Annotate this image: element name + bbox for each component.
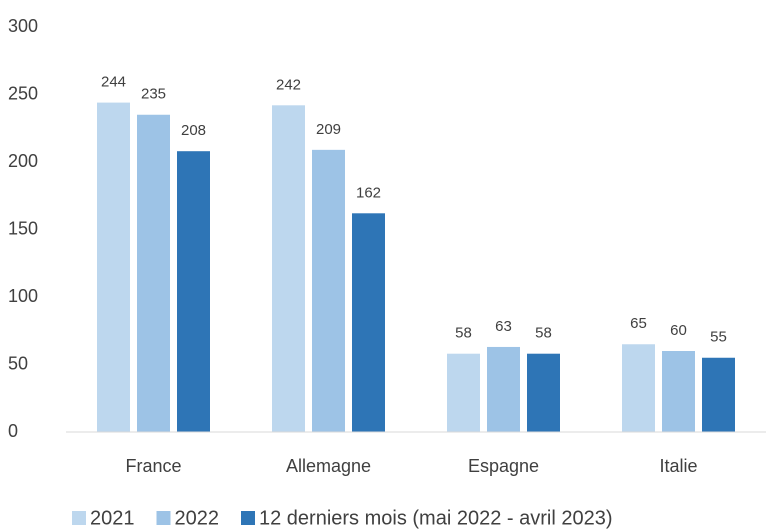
bar xyxy=(447,353,480,432)
y-tick-label: 300 xyxy=(8,16,38,36)
bar xyxy=(622,344,655,432)
legend-label: 12 derniers mois (mai 2022 - avril 2023) xyxy=(259,507,613,529)
data-label: 235 xyxy=(141,86,166,103)
bar xyxy=(312,149,345,432)
bar xyxy=(352,213,385,432)
bar xyxy=(97,102,130,432)
data-label: 242 xyxy=(276,76,301,93)
data-label: 65 xyxy=(630,315,647,332)
data-label: 58 xyxy=(535,325,552,342)
bar xyxy=(662,351,695,432)
bar xyxy=(177,151,210,432)
data-label: 55 xyxy=(710,329,727,346)
legend-swatch xyxy=(156,511,171,525)
legend-swatch xyxy=(72,511,86,525)
y-tick-label: 100 xyxy=(8,286,38,306)
data-label: 60 xyxy=(670,322,687,339)
y-tick-label: 150 xyxy=(8,218,38,238)
legend-label: 2022 xyxy=(175,507,220,529)
data-label: 244 xyxy=(101,74,126,91)
data-label: 63 xyxy=(495,318,512,335)
bar xyxy=(272,105,305,433)
legend-swatch xyxy=(241,511,255,525)
data-label: 208 xyxy=(181,122,206,139)
y-tick-label: 200 xyxy=(8,151,38,171)
x-tick-label: France xyxy=(125,456,181,476)
data-label: 209 xyxy=(316,121,341,138)
x-tick-label: Allemagne xyxy=(286,456,371,476)
y-tick-label: 250 xyxy=(8,83,38,103)
data-label: 58 xyxy=(455,325,472,342)
data-label: 162 xyxy=(356,184,381,201)
y-tick-label: 50 xyxy=(8,353,28,373)
legend-label: 2021 xyxy=(90,507,135,529)
bar xyxy=(137,114,170,432)
bar xyxy=(487,346,520,432)
x-tick-label: Espagne xyxy=(468,456,539,476)
x-tick-label: Italie xyxy=(659,456,697,476)
y-tick-label: 0 xyxy=(8,421,18,441)
bar xyxy=(702,357,735,432)
bar xyxy=(527,353,560,432)
